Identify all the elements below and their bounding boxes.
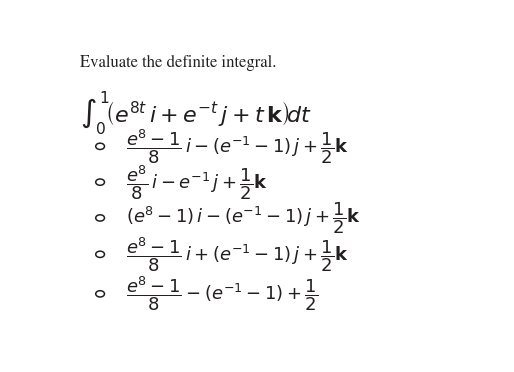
Text: Evaluate the definite integral.: Evaluate the definite integral. <box>80 55 277 71</box>
Text: $\dfrac{e^8}{8}\,i - e^{-1}\,j + \dfrac{1}{2}\mathbf{k}$: $\dfrac{e^8}{8}\,i - e^{-1}\,j + \dfrac{… <box>126 163 268 202</box>
Text: $\dfrac{e^8 - 1}{8} - (e^{-1} - 1) + \dfrac{1}{2}$: $\dfrac{e^8 - 1}{8} - (e^{-1} - 1) + \df… <box>126 275 318 313</box>
Text: $(e^8 - 1)\,i - (e^{-1} - 1)\,j + \dfrac{1}{2}\mathbf{k}$: $(e^8 - 1)\,i - (e^{-1} - 1)\,j + \dfrac… <box>126 200 361 236</box>
Text: $\dfrac{e^8 - 1}{8}\,i + (e^{-1} - 1)\,j + \dfrac{1}{2}\mathbf{k}$: $\dfrac{e^8 - 1}{8}\,i + (e^{-1} - 1)\,j… <box>126 235 349 274</box>
Text: $\dfrac{e^8 - 1}{8}\,i - (e^{-1} - 1)\,j + \dfrac{1}{2}\mathbf{k}$: $\dfrac{e^8 - 1}{8}\,i - (e^{-1} - 1)\,j… <box>126 127 349 166</box>
Text: $\int_0^1 \!\left( e^{8t}\,\mathit{i} + e^{-t}\,\mathit{j} + t\,\mathbf{k} \righ: $\int_0^1 \!\left( e^{8t}\,\mathit{i} + … <box>80 89 313 137</box>
